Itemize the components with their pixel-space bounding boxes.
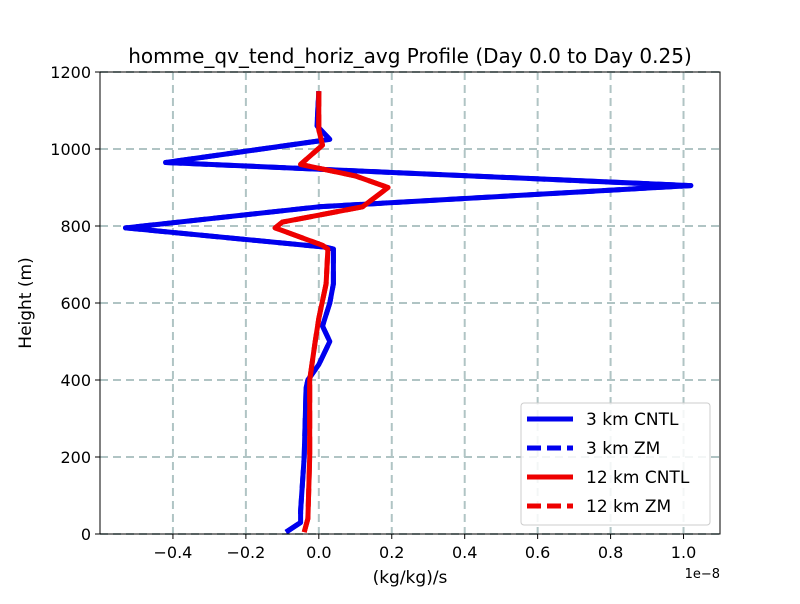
y-tick-label: 200 bbox=[60, 448, 91, 467]
series-line-12-km-zm bbox=[272, 91, 391, 533]
legend-label-12-km-cntl: 12 km CNTL bbox=[586, 468, 690, 488]
x-tick-label: 0.0 bbox=[306, 543, 331, 562]
x-axis-offset-label: 1e−8 bbox=[685, 567, 720, 582]
y-tick-label: 800 bbox=[60, 217, 91, 236]
x-tick-label: −0.4 bbox=[154, 543, 193, 562]
y-tick-label: 400 bbox=[60, 371, 91, 390]
y-axis-ticks: 0 200 400 600 800 1000 1200 bbox=[50, 63, 100, 544]
legend-label-3-km-cntl: 3 km CNTL bbox=[586, 410, 679, 430]
x-tick-label: 1.0 bbox=[671, 543, 696, 562]
y-tick-label: 0 bbox=[81, 525, 91, 544]
x-tick-label: 0.2 bbox=[379, 543, 404, 562]
y-tick-label: 1000 bbox=[50, 140, 91, 159]
series-lines bbox=[123, 91, 694, 535]
y-tick-label: 600 bbox=[60, 294, 91, 313]
x-axis-label: (kg/kg)/s bbox=[373, 568, 448, 588]
legend: 3 km CNTL 3 km ZM 12 km CNTL 12 km ZM bbox=[520, 402, 711, 526]
legend-items: 3 km CNTL 3 km ZM 12 km CNTL 12 km ZM bbox=[527, 410, 690, 517]
legend-label-12-km-zm: 12 km ZM bbox=[586, 497, 671, 517]
series-line-3-km-zm bbox=[123, 91, 694, 535]
x-axis-ticks: −0.4 −0.2 0.0 0.2 0.4 0.6 0.8 1.0 bbox=[154, 534, 696, 562]
legend-label-3-km-zm: 3 km ZM bbox=[586, 439, 660, 459]
x-tick-label: 0.6 bbox=[525, 543, 550, 562]
x-tick-label: −0.2 bbox=[226, 543, 265, 562]
y-axis-label: Height (m) bbox=[16, 257, 36, 348]
x-tick-label: 0.8 bbox=[598, 543, 623, 562]
y-tick-label: 1200 bbox=[50, 63, 91, 82]
legend-frame bbox=[520, 402, 711, 526]
x-tick-label: 0.4 bbox=[452, 543, 477, 562]
chart-title: homme_qv_tend_horiz_avg Profile (Day 0.0… bbox=[128, 44, 692, 68]
